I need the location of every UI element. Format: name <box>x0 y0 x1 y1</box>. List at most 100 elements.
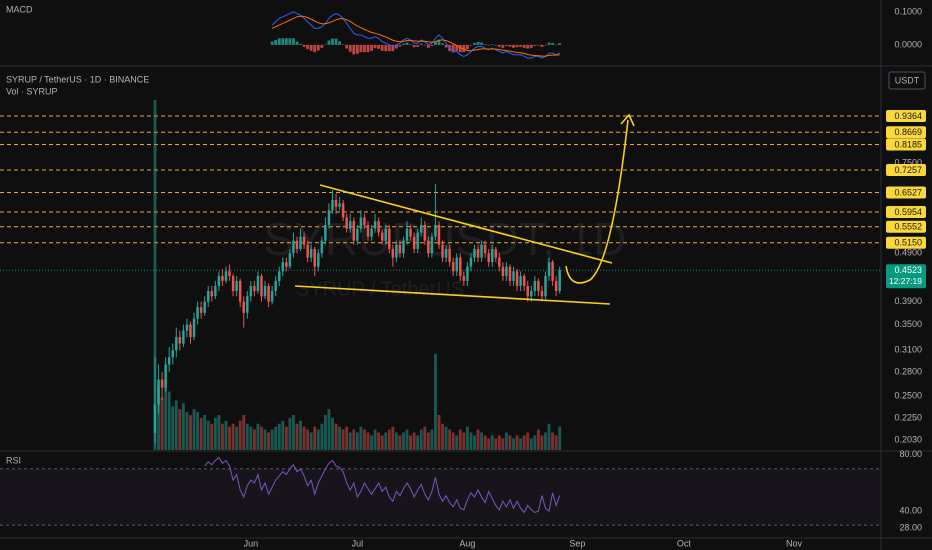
volume-bar <box>451 432 455 450</box>
candle-body <box>217 276 221 286</box>
rsi-pane <box>0 452 880 538</box>
candle-body <box>437 224 441 245</box>
macd-histogram-bar <box>412 44 416 48</box>
volume-bar <box>217 415 221 450</box>
y-tick-label: 0.2500 <box>894 390 922 400</box>
volume-bar <box>352 429 356 450</box>
volume-bar <box>252 429 256 450</box>
macd-histogram-bar <box>373 44 377 49</box>
candle-body <box>544 276 547 297</box>
candle-body <box>253 285 256 292</box>
candle-body <box>210 291 214 297</box>
candle-body <box>203 301 206 313</box>
level-label: 0.8669 <box>894 127 922 137</box>
currency-box[interactable] <box>888 71 926 90</box>
macd-histogram-bar <box>274 39 278 45</box>
macd-histogram-bar <box>490 44 494 45</box>
candle-body <box>299 236 302 249</box>
macd-histogram-bar <box>430 44 434 46</box>
volume-bar <box>334 423 338 450</box>
macd-histogram-bar <box>359 44 363 53</box>
volume-bar <box>192 409 196 450</box>
macd-histogram-bar <box>352 44 356 55</box>
volume-bar <box>536 429 540 450</box>
volume-bar <box>554 435 558 450</box>
last-price-label: 0.4523 <box>894 265 922 275</box>
volume-bar <box>409 435 413 450</box>
level-label: 0.5954 <box>894 207 922 217</box>
volume-bar <box>430 429 434 450</box>
candle-body <box>388 228 391 249</box>
arrow-head <box>620 113 635 127</box>
volume-bar <box>366 432 370 450</box>
macd-histogram-bar <box>366 44 370 53</box>
volume-bar <box>402 432 405 450</box>
volume-bar <box>341 429 345 450</box>
candle-body <box>558 270 561 292</box>
currency[interactable]: USDT <box>895 75 920 85</box>
y-tick-label: 0.1000 <box>894 6 922 16</box>
volume-bar <box>426 432 430 450</box>
candle-body <box>221 276 224 281</box>
macd-histogram-bar <box>423 44 427 46</box>
candle-body <box>295 240 299 249</box>
candle-body <box>483 244 487 254</box>
volume-bar <box>434 353 437 450</box>
macd-line <box>271 15 560 57</box>
volume-bar <box>441 423 444 450</box>
candle-body <box>189 324 192 338</box>
volume-bar <box>160 397 164 450</box>
candle-body <box>462 276 466 281</box>
candle-body <box>246 296 249 313</box>
volume-bar <box>423 426 427 450</box>
volume-bar <box>245 423 249 450</box>
volume-bar <box>181 403 185 450</box>
volume-bar <box>394 432 398 450</box>
volume-title: Vol · SYRUP <box>6 86 58 96</box>
drawings <box>294 113 635 305</box>
volume-bar <box>359 426 363 450</box>
volume-bar <box>203 415 207 450</box>
volume-bar <box>199 417 203 450</box>
macd-histogram-bar <box>327 40 331 45</box>
candle-body <box>419 224 423 233</box>
macd-histogram-bar <box>437 39 441 45</box>
volume-bar <box>316 429 320 450</box>
candle-body <box>434 224 437 237</box>
candle-body <box>160 379 164 388</box>
y-tick-label: 28.00 <box>899 522 922 532</box>
candle-body <box>451 262 455 272</box>
candle-body <box>441 244 444 258</box>
candle-body <box>167 357 171 365</box>
macd-histogram-bar <box>345 44 349 49</box>
macd-histogram-bar <box>419 43 423 45</box>
candle-body <box>519 276 522 286</box>
level-label-box <box>886 186 926 199</box>
level-label-box <box>886 109 926 122</box>
candle-body <box>345 217 348 229</box>
volume-bar <box>345 426 349 450</box>
candle-body <box>334 199 338 207</box>
volume-bar <box>231 423 235 450</box>
volume-bar <box>213 417 217 450</box>
candle-body <box>377 221 380 233</box>
volume-bar <box>157 385 160 450</box>
volume-bar <box>494 438 498 450</box>
macd-histogram-bar <box>306 44 310 50</box>
volume-bar <box>469 432 473 450</box>
macd-histogram-bar <box>540 44 544 47</box>
candle-body <box>224 271 228 281</box>
volume-bar <box>544 432 547 450</box>
candle-body <box>501 266 505 277</box>
candle-body <box>476 248 480 258</box>
candle-body <box>505 266 508 277</box>
macd-histogram-bar <box>536 44 540 46</box>
candle-body <box>526 285 529 297</box>
volume-bar <box>522 435 526 450</box>
candle-body <box>238 280 242 302</box>
macd-histogram-bar <box>458 44 462 53</box>
volume-bar <box>164 380 168 450</box>
candle-body <box>370 228 373 237</box>
volume-bar <box>249 426 253 450</box>
